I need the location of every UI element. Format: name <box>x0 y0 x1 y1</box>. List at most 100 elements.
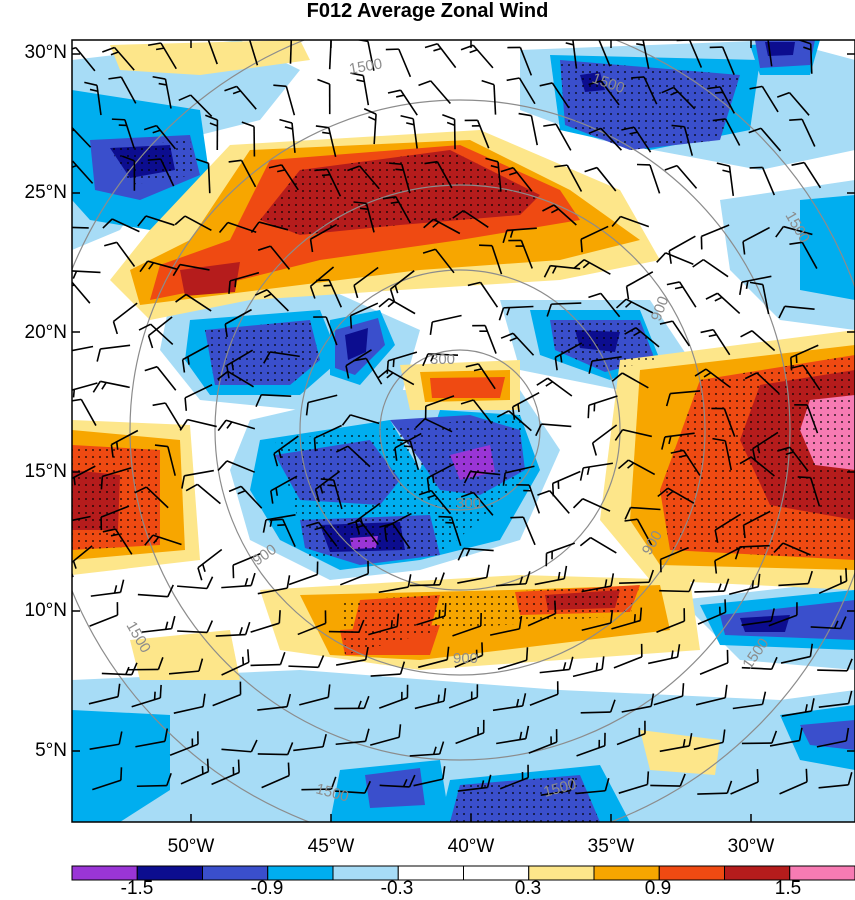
contour-navy <box>765 42 795 56</box>
wind-barb <box>168 658 204 675</box>
wind-barb <box>89 602 119 627</box>
wind-barb <box>340 560 369 586</box>
wind-barb <box>72 270 101 279</box>
wind-barb <box>463 470 501 484</box>
wind-barb <box>388 162 411 194</box>
wind-barb <box>418 80 451 105</box>
wind-barb <box>297 610 327 636</box>
wind-barb <box>353 266 379 299</box>
wind-barb <box>100 467 132 490</box>
wind-barb <box>575 778 610 795</box>
wind-barb <box>257 742 294 756</box>
wind-barb <box>72 345 94 352</box>
wind-barb <box>110 429 139 458</box>
wind-barb <box>500 166 533 192</box>
range-ring <box>129 99 791 761</box>
wind-barb <box>496 725 530 745</box>
wind-barb <box>108 76 137 104</box>
wind-barb <box>700 328 731 356</box>
wind-barb <box>740 330 776 352</box>
wind-barb <box>173 693 206 714</box>
ring-label-1500: 1500 <box>348 55 384 78</box>
wind-barbs <box>72 40 853 796</box>
wind-barb <box>749 166 776 196</box>
wind-barb <box>546 302 582 317</box>
contour-cyan <box>800 195 855 300</box>
wind-barb <box>345 349 372 379</box>
wind-barb <box>631 76 658 105</box>
wind-barb <box>454 642 484 668</box>
wind-barb <box>349 302 379 329</box>
wind-barb <box>648 644 681 665</box>
wind-barb <box>380 522 411 549</box>
wind-barb <box>661 432 695 450</box>
wind-barb <box>205 114 219 150</box>
wind-barb <box>257 575 291 595</box>
wind-barb <box>661 86 696 110</box>
wind-barb <box>769 727 803 747</box>
wind-barb <box>334 695 370 710</box>
wind-barb <box>137 215 175 227</box>
wind-barb <box>479 244 503 275</box>
wind-barb <box>211 759 240 786</box>
wind-barb <box>790 364 821 391</box>
wind-barb <box>528 729 558 754</box>
wind-barb <box>693 729 726 751</box>
wind-barb <box>657 487 695 504</box>
wind-barb <box>616 720 646 746</box>
wind-barb <box>100 505 130 531</box>
wind-barb <box>705 292 741 315</box>
wind-barb <box>269 518 296 548</box>
wind-barb <box>334 780 371 794</box>
wind-barb <box>624 506 661 520</box>
wind-barb <box>619 569 655 585</box>
wind-barb <box>485 157 502 192</box>
wind-barb <box>518 112 539 146</box>
wind-barb <box>139 260 177 273</box>
wind-barb <box>694 578 730 593</box>
wind-barb <box>96 344 131 362</box>
wind-barb <box>147 42 177 70</box>
wind-barb <box>457 774 492 792</box>
wind-barb <box>273 84 296 116</box>
wind-barb <box>353 201 375 233</box>
axis-ticks <box>72 40 855 822</box>
wind-barb <box>467 281 499 308</box>
wind-barb <box>378 297 416 315</box>
wind-barb <box>314 168 342 197</box>
wind-barb <box>305 521 338 547</box>
wind-barb <box>516 484 541 514</box>
wind-barb <box>217 370 254 388</box>
wind-barb <box>500 332 535 356</box>
wind-barb <box>711 407 736 437</box>
significance-stipple <box>340 585 640 655</box>
wind-barb <box>72 465 96 486</box>
wind-barb <box>341 414 380 426</box>
wind-barb <box>588 80 620 106</box>
wind-barb <box>818 690 853 709</box>
wind-barb <box>328 619 365 633</box>
wind-barb <box>409 741 445 757</box>
lon-label-35w: 35°W <box>587 836 635 857</box>
range-ring <box>214 184 706 676</box>
wind-barb <box>382 196 412 224</box>
wind-barb <box>112 302 138 335</box>
wind-barb <box>138 323 174 346</box>
wind-barb <box>535 423 572 437</box>
wind-barb <box>797 476 821 507</box>
contour-red <box>430 377 505 398</box>
wind-barb <box>457 564 490 584</box>
wind-barb <box>144 365 177 391</box>
contour-navy <box>345 328 368 360</box>
wind-barb <box>749 281 770 315</box>
wind-barb <box>768 602 798 627</box>
colorbar-swatch <box>789 865 855 881</box>
wind-barb <box>387 89 418 116</box>
wind-barb <box>134 486 169 509</box>
wind-barb <box>197 548 223 581</box>
lat-label-10n: 10°N <box>24 600 67 621</box>
contour-navy <box>740 615 790 632</box>
wind-barb <box>665 390 701 407</box>
lon-label-30w: 30°W <box>727 836 775 857</box>
